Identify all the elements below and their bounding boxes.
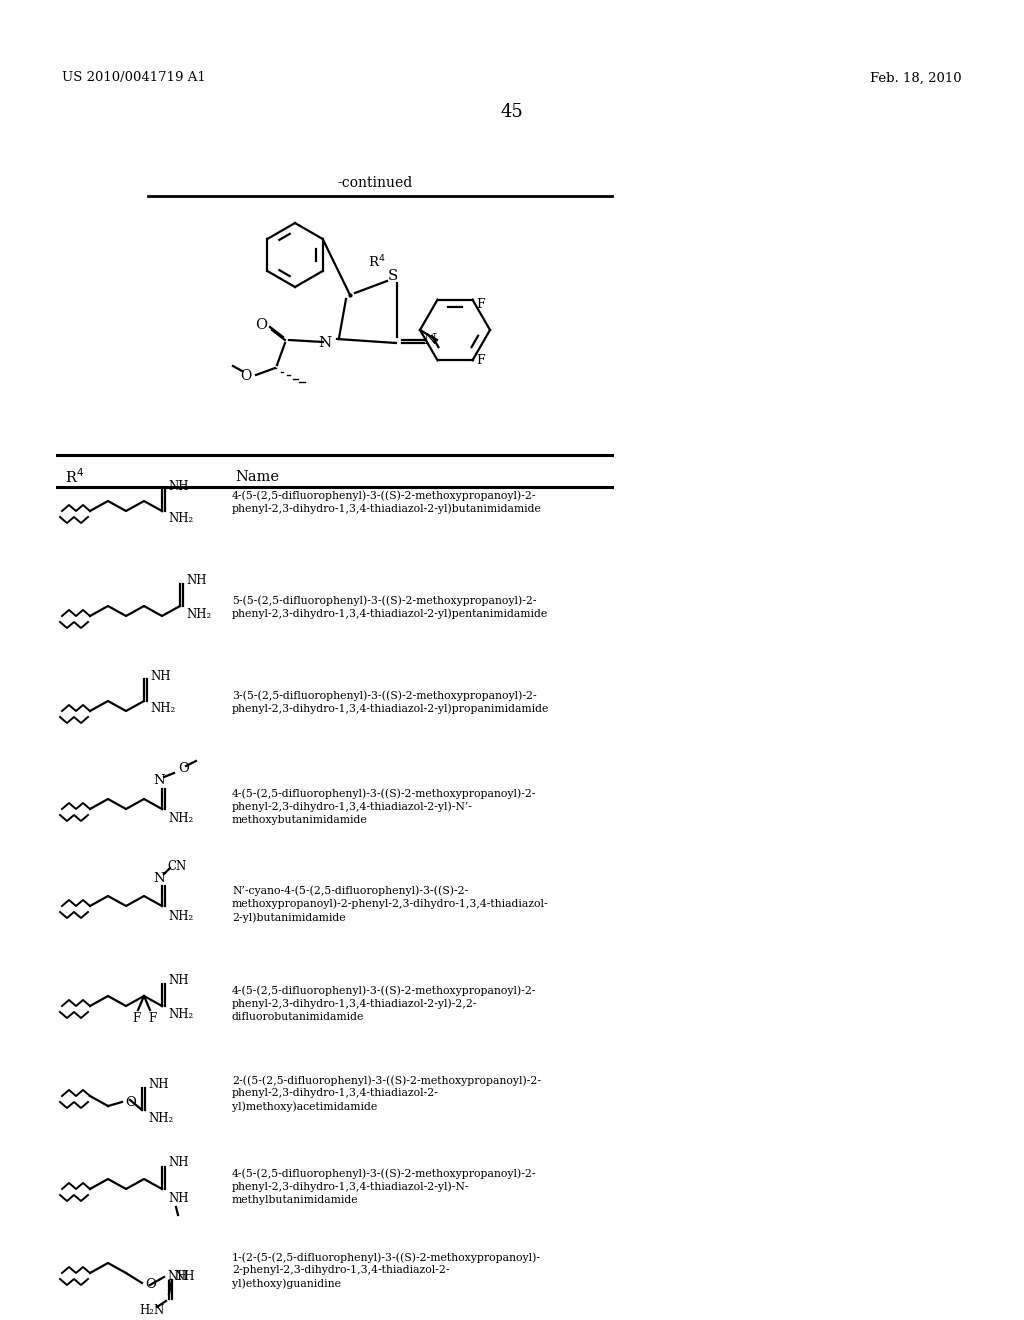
Text: 1-(2-(5-(2,5-difluorophenyl)-3-((S)-2-methoxypropanoyl)-
2-phenyl-2,3-dihydro-1,: 1-(2-(5-(2,5-difluorophenyl)-3-((S)-2-me…	[232, 1251, 541, 1288]
Text: F: F	[148, 1011, 157, 1024]
Text: N: N	[154, 775, 165, 788]
Text: O: O	[241, 370, 252, 383]
Text: 4-(5-(2,5-difluorophenyl)-3-((S)-2-methoxypropanoyl)-2-
phenyl-2,3-dihydro-1,3,4: 4-(5-(2,5-difluorophenyl)-3-((S)-2-metho…	[232, 490, 542, 513]
Text: 5-(5-(2,5-difluorophenyl)-3-((S)-2-methoxypropanoyl)-2-
phenyl-2,3-dihydro-1,3,4: 5-(5-(2,5-difluorophenyl)-3-((S)-2-metho…	[232, 595, 548, 619]
Text: 4-(5-(2,5-difluorophenyl)-3-((S)-2-methoxypropanoyl)-2-
phenyl-2,3-dihydro-1,3,4: 4-(5-(2,5-difluorophenyl)-3-((S)-2-metho…	[232, 1168, 537, 1205]
Text: NH₂: NH₂	[168, 909, 194, 923]
Text: NH₂: NH₂	[148, 1111, 173, 1125]
Text: 3-(5-(2,5-difluorophenyl)-3-((S)-2-methoxypropanoyl)-2-
phenyl-2,3-dihydro-1,3,4: 3-(5-(2,5-difluorophenyl)-3-((S)-2-metho…	[232, 690, 549, 714]
Text: -continued: -continued	[337, 176, 413, 190]
Text: O: O	[125, 1097, 136, 1110]
Text: NH: NH	[168, 974, 188, 987]
Text: 2-((5-(2,5-difluorophenyl)-3-((S)-2-methoxypropanoyl)-2-
phenyl-2,3-dihydro-1,3,: 2-((5-(2,5-difluorophenyl)-3-((S)-2-meth…	[232, 1074, 541, 1111]
Text: NH: NH	[167, 1270, 187, 1283]
Text: NH₂: NH₂	[168, 512, 194, 525]
Text: O: O	[178, 762, 188, 775]
Text: CN: CN	[167, 859, 186, 873]
Text: NH₂: NH₂	[150, 702, 175, 715]
Text: NH: NH	[186, 574, 207, 587]
Text: NH: NH	[168, 479, 188, 492]
Text: 45: 45	[501, 103, 523, 121]
Text: S: S	[388, 269, 398, 282]
Text: R$^4$: R$^4$	[65, 467, 84, 486]
Text: F: F	[132, 1011, 140, 1024]
Text: NH: NH	[174, 1270, 195, 1283]
Text: O: O	[255, 318, 267, 333]
Text: 4-(5-(2,5-difluorophenyl)-3-((S)-2-methoxypropanoyl)-2-
phenyl-2,3-dihydro-1,3,4: 4-(5-(2,5-difluorophenyl)-3-((S)-2-metho…	[232, 985, 537, 1022]
Text: N: N	[318, 337, 332, 350]
Text: H₂N: H₂N	[139, 1304, 164, 1317]
Text: NH₂: NH₂	[168, 813, 194, 825]
Text: N’-cyano-4-(5-(2,5-difluorophenyl)-3-((S)-2-
methoxypropanoyl)-2-phenyl-2,3-dihy: N’-cyano-4-(5-(2,5-difluorophenyl)-3-((S…	[232, 884, 549, 923]
Text: R$^4$: R$^4$	[368, 253, 385, 271]
Text: NH: NH	[168, 1156, 188, 1170]
Text: NH: NH	[168, 1192, 188, 1205]
Text: 4-(5-(2,5-difluorophenyl)-3-((S)-2-methoxypropanoyl)-2-
phenyl-2,3-dihydro-1,3,4: 4-(5-(2,5-difluorophenyl)-3-((S)-2-metho…	[232, 788, 537, 825]
Text: Name: Name	[234, 470, 279, 484]
Text: NH: NH	[148, 1078, 169, 1092]
Text: O: O	[145, 1278, 156, 1291]
Text: US 2010/0041719 A1: US 2010/0041719 A1	[62, 71, 206, 84]
Text: F: F	[476, 354, 485, 367]
Text: F: F	[476, 298, 485, 312]
Text: Feb. 18, 2010: Feb. 18, 2010	[870, 71, 962, 84]
Text: NH₂: NH₂	[186, 607, 211, 620]
Text: NH: NH	[150, 669, 171, 682]
Text: NH₂: NH₂	[168, 1007, 194, 1020]
Text: N: N	[154, 871, 165, 884]
Text: N: N	[423, 333, 436, 347]
